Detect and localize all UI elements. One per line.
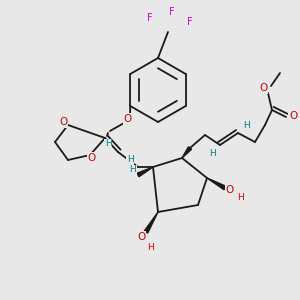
Text: O: O — [88, 153, 96, 163]
Text: F: F — [169, 7, 175, 17]
Text: O: O — [59, 117, 67, 127]
Text: O: O — [124, 114, 132, 124]
Text: O: O — [226, 185, 234, 195]
Text: H: H — [130, 166, 136, 175]
Polygon shape — [182, 147, 192, 158]
Polygon shape — [144, 212, 158, 233]
Text: F: F — [187, 17, 193, 27]
Text: H: H — [208, 148, 215, 158]
Text: H: H — [148, 242, 154, 251]
Polygon shape — [207, 178, 226, 190]
Text: H: H — [243, 121, 249, 130]
Text: H: H — [127, 155, 134, 164]
Text: H: H — [237, 194, 243, 202]
Text: O: O — [289, 111, 297, 121]
Text: O: O — [259, 83, 267, 93]
Text: H: H — [105, 140, 111, 148]
Polygon shape — [137, 167, 153, 177]
Text: O: O — [137, 232, 145, 242]
Text: F: F — [147, 13, 153, 23]
